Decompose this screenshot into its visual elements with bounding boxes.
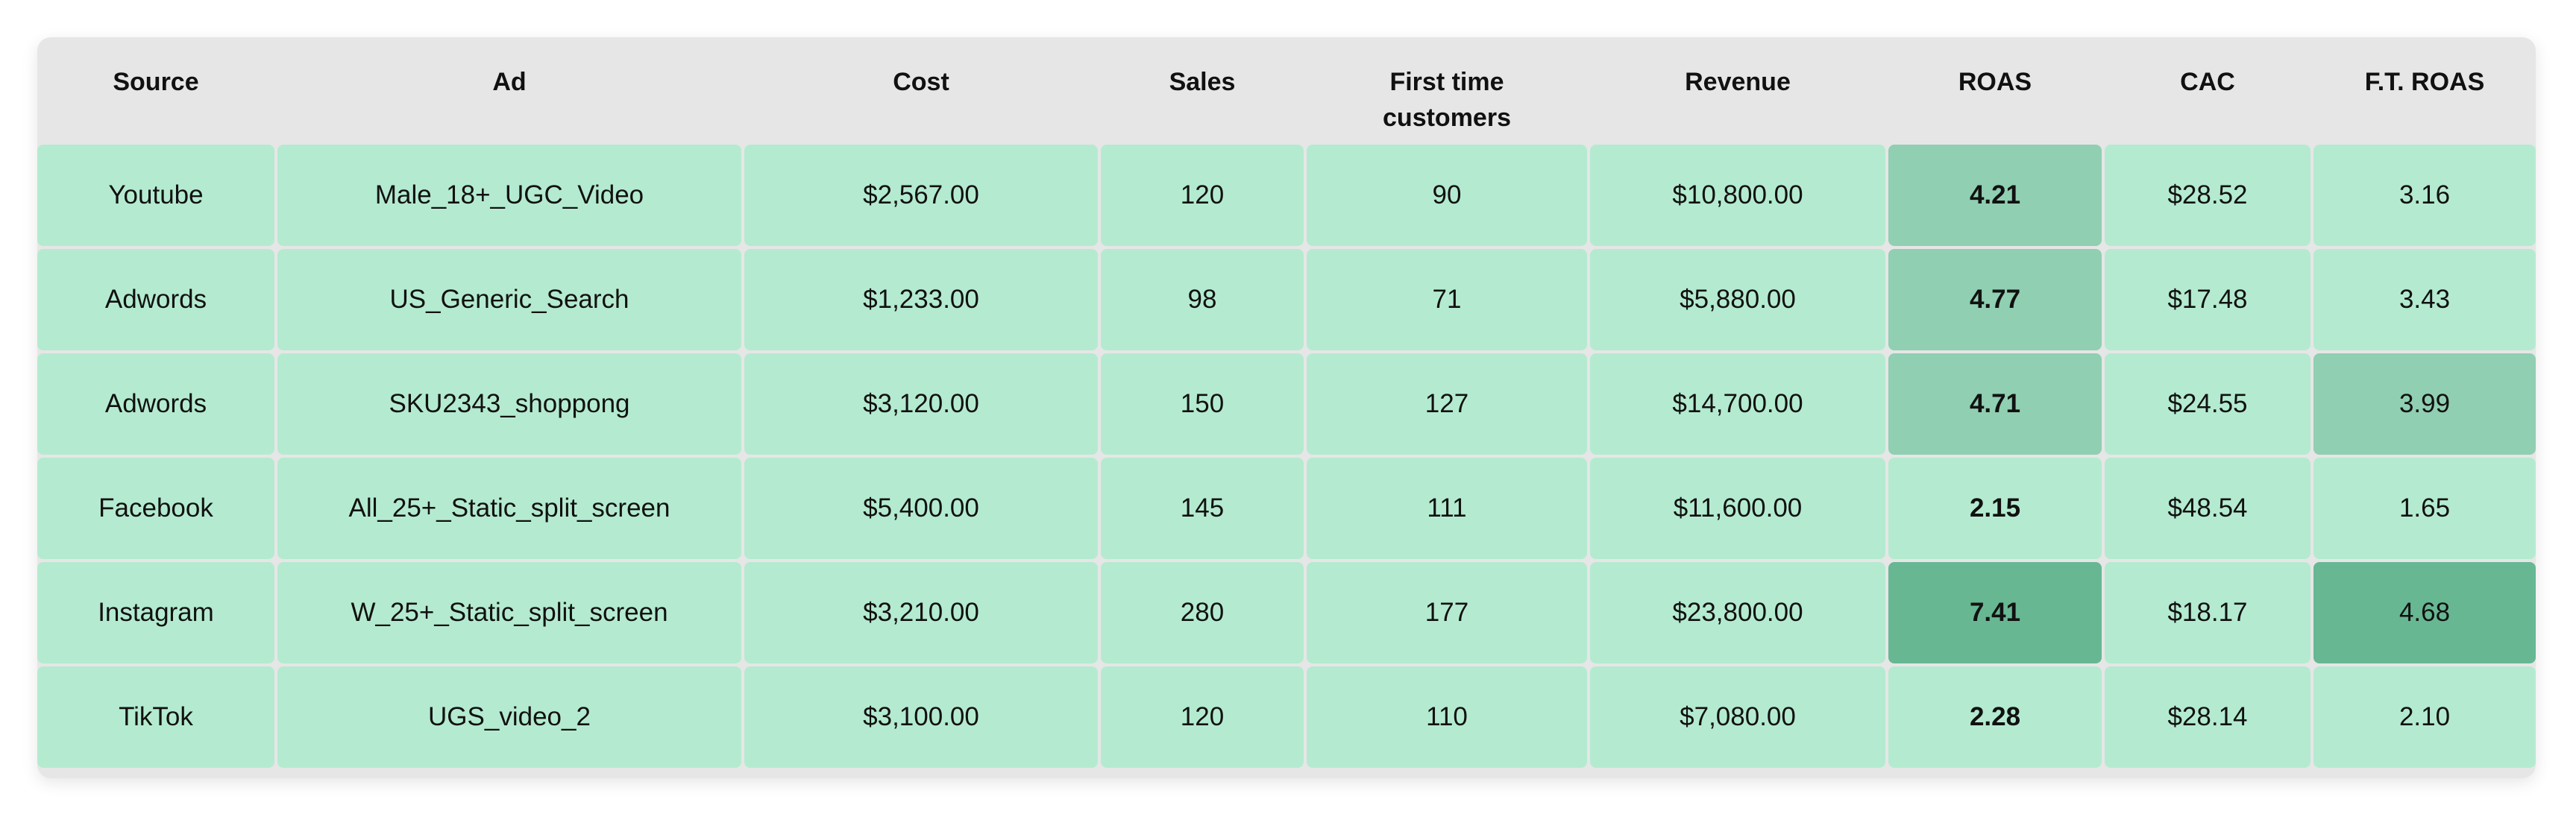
cell-roas-row-4: 2.15	[1888, 458, 2102, 559]
cell-revenue-row-3: $14,700.00	[1590, 353, 1885, 455]
header-first-time-customers: First time customers	[1383, 68, 1511, 132]
cell-first-time-customers-row-2: 71	[1307, 249, 1587, 350]
cell-revenue-row-1: $10,800.00	[1590, 145, 1885, 246]
cell-ad-row-2: US_Generic_Search	[277, 249, 741, 350]
cell-ad-row-6: UGS_video_2	[277, 666, 741, 768]
cell-sales-row-2: 98	[1101, 249, 1304, 350]
cell-cac-row-3: $24.55	[2105, 353, 2310, 455]
cell-roas-row-2: 4.77	[1888, 249, 2102, 350]
cell-sales-row-1: 120	[1101, 145, 1304, 246]
cell-revenue-row-2: $5,880.00	[1590, 249, 1885, 350]
cell-cost-row-4: $5,400.00	[744, 458, 1098, 559]
cell-source-row-6: TikTok	[37, 666, 274, 768]
header-cost: Cost	[893, 68, 949, 96]
cell-cac-row-4: $48.54	[2105, 458, 2310, 559]
cell-source-row-4: Facebook	[37, 458, 274, 559]
cell-source-row-2: Adwords	[37, 249, 274, 350]
cell-f-t-roas-row-1: 3.16	[2313, 145, 2536, 246]
cell-first-time-customers-row-4: 111	[1307, 458, 1587, 559]
cell-source-row-5: Instagram	[37, 562, 274, 663]
cell-ad-row-3: SKU2343_shoppong	[277, 353, 741, 455]
cell-ad-row-1: Male_18+_UGC_Video	[277, 145, 741, 246]
cell-cost-row-2: $1,233.00	[744, 249, 1098, 350]
cell-cac-row-5: $18.17	[2105, 562, 2310, 663]
cell-f-t-roas-row-5: 4.68	[2313, 562, 2536, 663]
cell-roas-row-5: 7.41	[1888, 562, 2102, 663]
cell-ad-row-4: All_25+_Static_split_screen	[277, 458, 741, 559]
cell-roas-row-3: 4.71	[1888, 353, 2102, 455]
cell-revenue-row-6: $7,080.00	[1590, 666, 1885, 768]
cell-cac-row-1: $28.52	[2105, 145, 2310, 246]
cell-cost-row-5: $3,210.00	[744, 562, 1098, 663]
header-sales: Sales	[1169, 68, 1236, 96]
cell-cost-row-1: $2,567.00	[744, 145, 1098, 246]
cell-roas-row-1: 4.21	[1888, 145, 2102, 246]
cell-sales-row-4: 145	[1101, 458, 1304, 559]
cell-sales-row-3: 150	[1101, 353, 1304, 455]
cell-cac-row-6: $28.14	[2105, 666, 2310, 768]
cell-first-time-customers-row-5: 177	[1307, 562, 1587, 663]
cell-f-t-roas-row-6: 2.10	[2313, 666, 2536, 768]
cell-source-row-3: Adwords	[37, 353, 274, 455]
cell-cac-row-2: $17.48	[2105, 249, 2310, 350]
cell-revenue-row-5: $23,800.00	[1590, 562, 1885, 663]
cell-source-row-1: Youtube	[37, 145, 274, 246]
header-roas: ROAS	[1958, 68, 2032, 96]
header-source: Source	[113, 68, 199, 96]
header-cac: CAC	[2180, 68, 2235, 96]
cell-revenue-row-4: $11,600.00	[1590, 458, 1885, 559]
cell-ad-row-5: W_25+_Static_split_screen	[277, 562, 741, 663]
cell-f-t-roas-row-4: 1.65	[2313, 458, 2536, 559]
cell-first-time-customers-row-3: 127	[1307, 353, 1587, 455]
data-table: Source Ad Cost Sales First time customers Rev…	[37, 37, 2536, 778]
cell-first-time-customers-row-6: 110	[1307, 666, 1587, 768]
cell-cost-row-6: $3,100.00	[744, 666, 1098, 768]
cell-sales-row-6: 120	[1101, 666, 1304, 768]
header-ad: Ad	[492, 68, 527, 96]
cell-sales-row-5: 280	[1101, 562, 1304, 663]
header-revenue: Revenue	[1685, 68, 1791, 96]
cell-cost-row-3: $3,120.00	[744, 353, 1098, 455]
cell-f-t-roas-row-3: 3.99	[2313, 353, 2536, 455]
cell-f-t-roas-row-2: 3.43	[2313, 249, 2536, 350]
cell-first-time-customers-row-1: 90	[1307, 145, 1587, 246]
header-f-t-roas: F.T. ROAS	[2364, 68, 2485, 96]
cell-roas-row-6: 2.28	[1888, 666, 2102, 768]
